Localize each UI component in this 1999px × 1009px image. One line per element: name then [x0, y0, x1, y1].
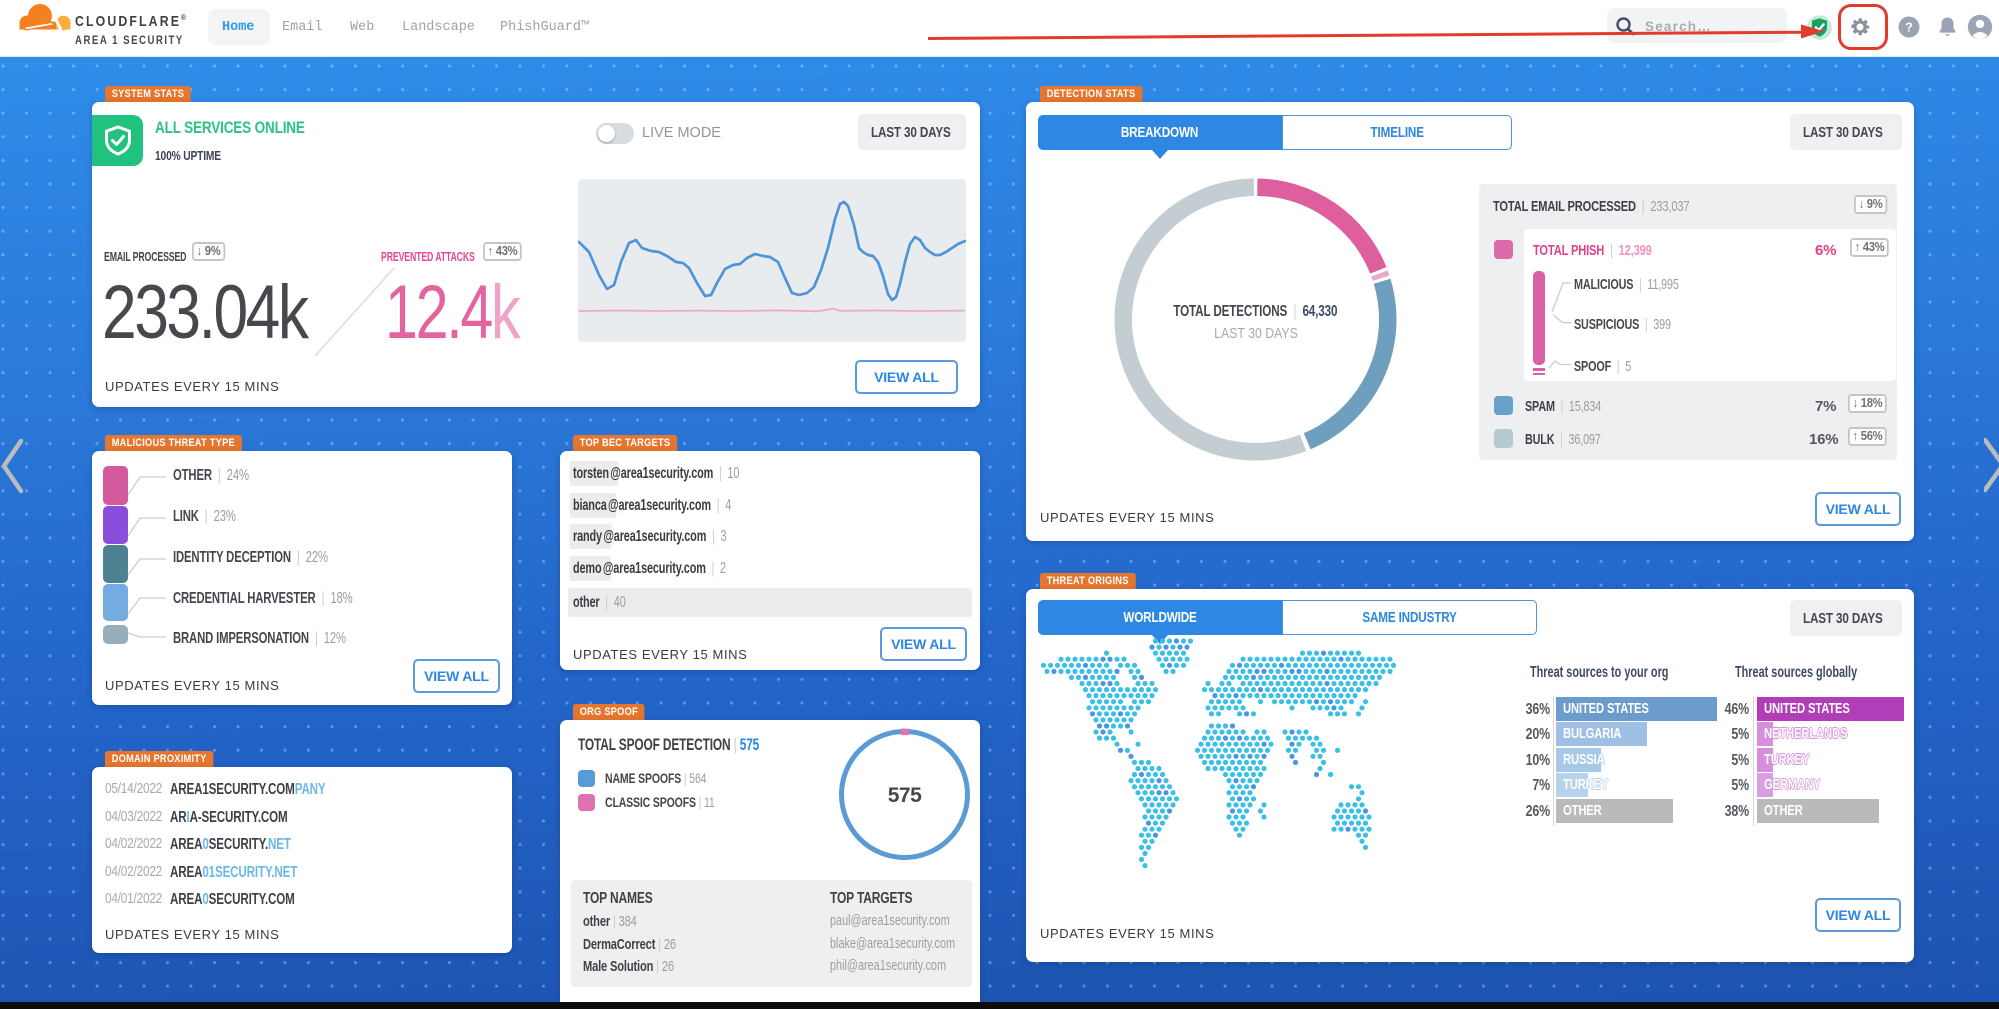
svg-text:575: 575 — [888, 784, 922, 807]
svg-text:?: ? — [1905, 20, 1913, 35]
